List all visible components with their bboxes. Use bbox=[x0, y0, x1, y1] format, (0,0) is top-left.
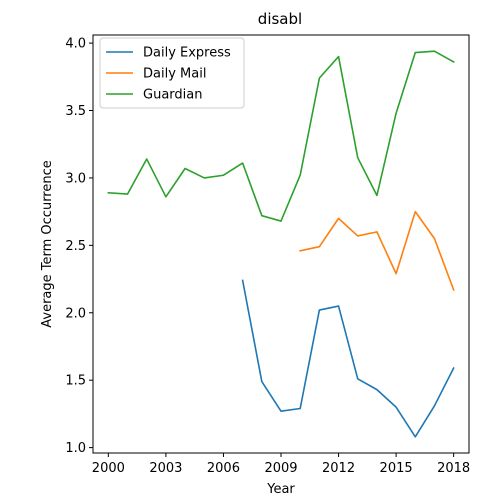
y-tick-label: 3.5 bbox=[65, 104, 86, 119]
y-tick-label: 2.5 bbox=[65, 239, 86, 254]
y-tick-label: 2.0 bbox=[65, 306, 86, 321]
y-tick-label: 4.0 bbox=[65, 37, 86, 52]
legend-label-daily-mail: Daily Mail bbox=[143, 67, 206, 82]
y-axis-title: Average Term Occurrence bbox=[40, 160, 55, 327]
x-tick-label: 2018 bbox=[437, 461, 470, 476]
chart-title: disabl bbox=[258, 10, 302, 28]
x-axis-title: Year bbox=[266, 482, 295, 497]
x-tick-label: 2012 bbox=[322, 461, 355, 476]
y-tick-label: 1.0 bbox=[65, 441, 86, 456]
legend-label-daily-express: Daily Express bbox=[143, 46, 231, 61]
y-tick-label: 1.5 bbox=[65, 374, 86, 389]
series-line-daily-express bbox=[241, 279, 455, 438]
y-tick-label: 3.0 bbox=[65, 171, 86, 186]
x-tick-label: 2000 bbox=[92, 461, 125, 476]
legend-label-guardian: Guardian bbox=[143, 88, 202, 103]
x-tick-label: 2006 bbox=[207, 461, 240, 476]
series-layer bbox=[107, 50, 455, 438]
series-line-guardian bbox=[107, 50, 455, 222]
x-tick-label: 2003 bbox=[149, 461, 182, 476]
legend: Daily Express Daily Mail Guardian bbox=[99, 37, 245, 109]
series-line-daily-mail bbox=[299, 210, 455, 291]
legend-box bbox=[99, 37, 245, 109]
x-tick-label: 2009 bbox=[264, 461, 297, 476]
x-tick-label: 2015 bbox=[380, 461, 413, 476]
ticks-layer: 2000 2003 2006 2009 2012 2015 2018 1.0 1.5 2.0 2.5… bbox=[65, 37, 470, 476]
